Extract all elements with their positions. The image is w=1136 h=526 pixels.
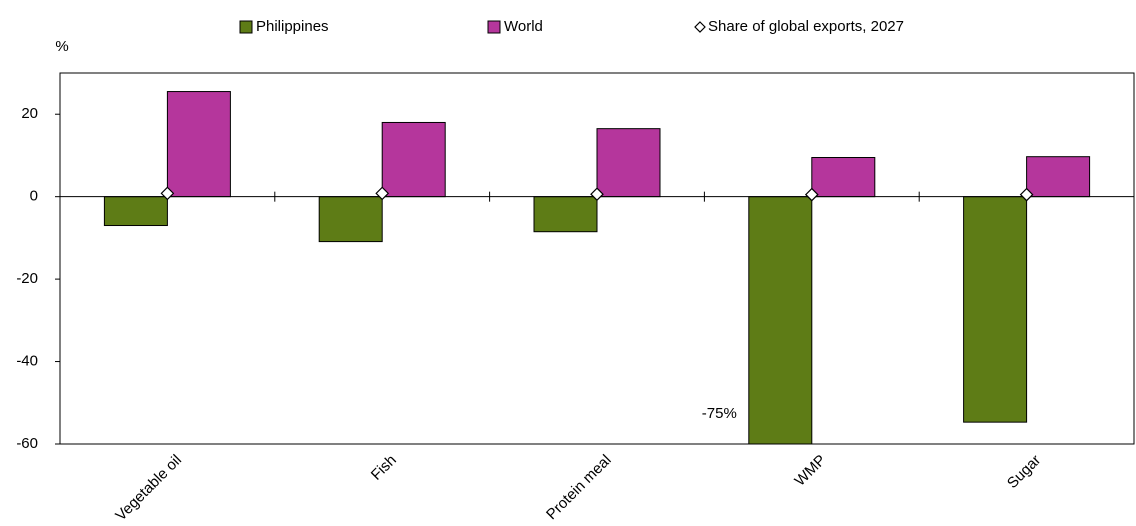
legend-swatch (239, 20, 253, 34)
plot-frame (59, 72, 1135, 445)
bar (381, 121, 446, 198)
marker (1019, 187, 1034, 202)
data-label: -75% (702, 405, 737, 422)
y-axis-label: % (55, 38, 68, 55)
bar (318, 196, 383, 243)
plot-area (103, 91, 1091, 444)
bar (811, 157, 876, 198)
legend-swatch (694, 21, 706, 33)
bar (963, 196, 1028, 423)
x-tick-label: WMP (791, 452, 829, 490)
bar (533, 196, 598, 233)
x-tick-label: Sugar (1004, 452, 1044, 492)
x-tick-label: Protein meal (543, 452, 615, 524)
x-tick-label: Fish (368, 452, 400, 484)
y-tick-label: -40 (16, 353, 38, 370)
legend-swatch (487, 20, 501, 34)
marker (590, 187, 604, 202)
bar (596, 128, 661, 198)
marker (804, 187, 819, 202)
legend: Philippines World Share of global exports,… (239, 18, 904, 35)
y-tick-label: 0 (30, 188, 38, 205)
legend-label: Share of global exports, 2027 (708, 18, 904, 35)
marker (160, 186, 175, 201)
legend-label: Philippines (256, 18, 329, 35)
x-tick-label: Vegetable oil (112, 452, 185, 525)
bar (1026, 156, 1091, 198)
y-tick-label: -20 (16, 270, 38, 287)
marker (375, 186, 390, 201)
legend-label: World (504, 18, 543, 35)
bar (748, 196, 813, 444)
bar (103, 196, 168, 227)
bar (166, 91, 231, 198)
y-tick-label: 20 (21, 105, 38, 122)
y-tick-label: -60 (16, 435, 38, 452)
